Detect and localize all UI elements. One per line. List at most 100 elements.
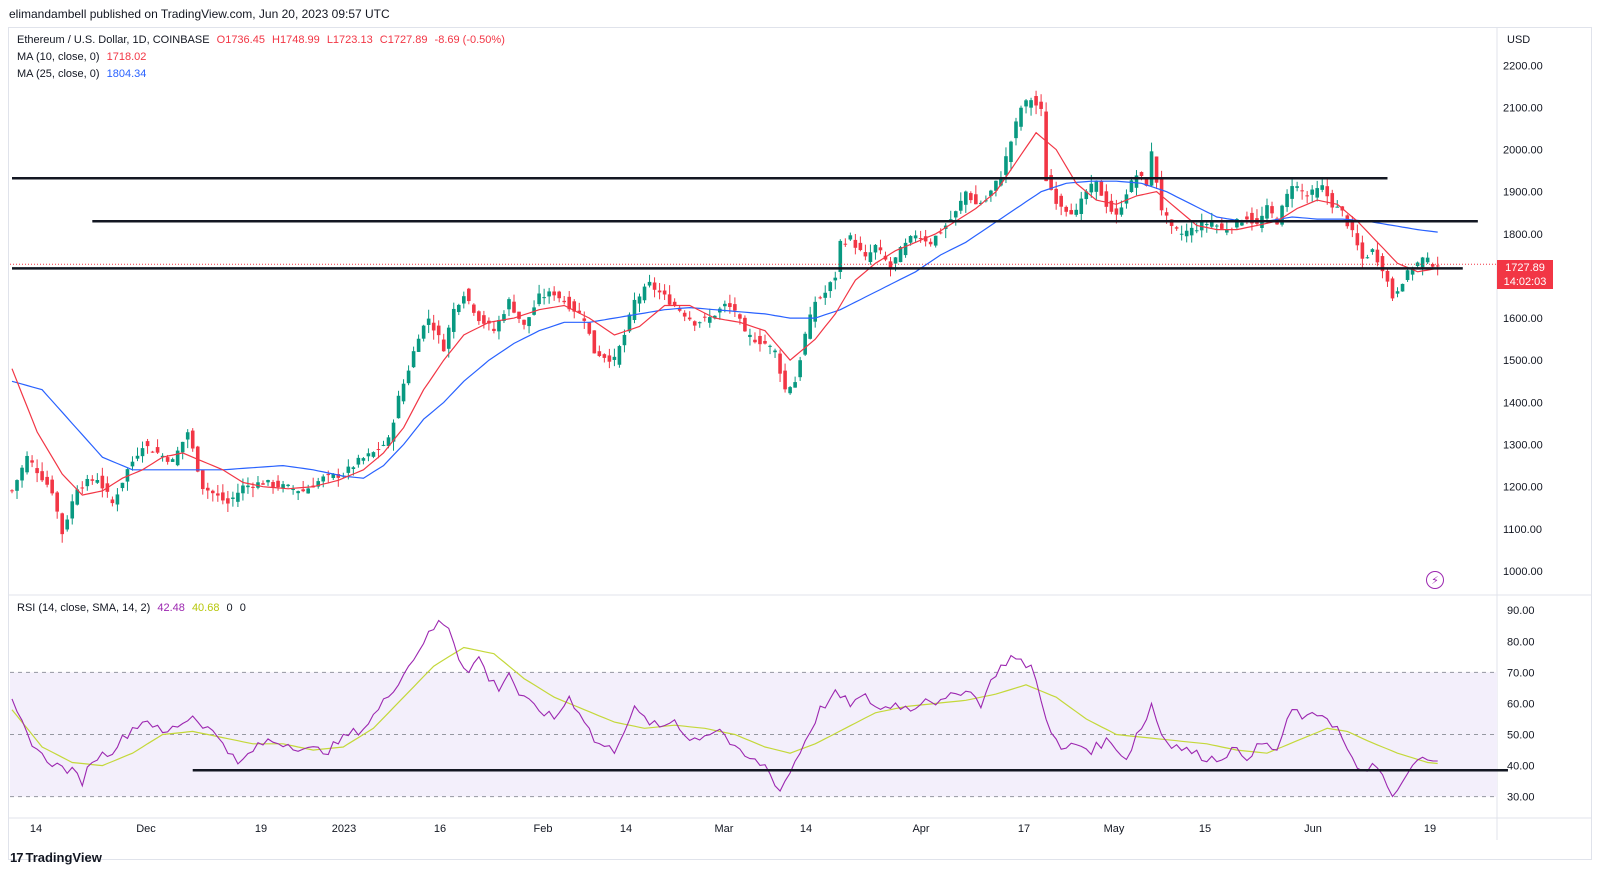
candle <box>130 456 135 471</box>
candle <box>391 419 396 451</box>
candle-body <box>863 252 868 257</box>
candle-body <box>216 493 220 496</box>
candle <box>321 474 326 488</box>
candle-body <box>436 325 441 336</box>
candle <box>1395 287 1400 298</box>
candle <box>512 294 516 314</box>
candle <box>572 299 577 319</box>
candle <box>1295 181 1299 192</box>
candle <box>913 230 918 243</box>
ma10-line <box>11 131 1438 496</box>
candle-body <box>306 488 310 494</box>
ma25-value: 1804.34 <box>106 68 147 80</box>
candle <box>637 293 642 313</box>
candle-body <box>1184 230 1189 237</box>
candle-body <box>938 232 943 234</box>
candle <box>1194 222 1199 234</box>
candle <box>436 320 441 344</box>
candle-body <box>386 437 391 446</box>
candle-body <box>85 478 90 487</box>
candle <box>873 244 878 260</box>
candle-body <box>1129 180 1134 193</box>
candle-body <box>758 335 762 345</box>
candle <box>10 489 14 494</box>
rsi-tick-label: 60.00 <box>1507 698 1535 710</box>
candle-body <box>1119 207 1124 215</box>
price-tick-label: 1900.00 <box>1503 187 1543 199</box>
candle <box>1320 176 1325 193</box>
candle-body <box>1079 198 1084 214</box>
candle-body <box>1410 269 1415 275</box>
candle <box>953 210 958 226</box>
candle-body <box>321 476 326 482</box>
candle-body <box>251 486 255 488</box>
candle <box>1285 189 1289 212</box>
candle-body <box>1039 101 1043 109</box>
candle-body <box>687 317 692 320</box>
candle-body <box>482 315 486 324</box>
candle <box>467 287 471 305</box>
price-tick-label: 1400.00 <box>1503 397 1543 409</box>
candle-body <box>723 303 727 307</box>
candle <box>150 450 155 453</box>
candle-body <box>1400 283 1405 292</box>
lightning-icon[interactable]: ⚡ <box>1426 571 1444 589</box>
candle-body <box>1240 222 1244 226</box>
candle-body <box>607 355 612 362</box>
candle <box>226 490 230 513</box>
candle-body <box>1290 186 1294 199</box>
candle-body <box>1335 206 1340 208</box>
candle-body <box>1285 193 1289 208</box>
candle <box>1099 179 1104 196</box>
candle <box>1129 176 1134 193</box>
candle-body <box>100 475 105 489</box>
candle-body <box>125 469 130 482</box>
candle <box>271 479 275 494</box>
candle-body <box>1034 96 1038 106</box>
candle <box>1174 225 1179 231</box>
candle-body <box>411 351 416 368</box>
candle <box>813 296 817 328</box>
candle <box>753 332 757 344</box>
candle <box>918 230 923 243</box>
candle-body <box>1305 195 1309 197</box>
candle <box>1119 200 1124 217</box>
candle <box>502 310 506 324</box>
candle-body <box>40 471 44 481</box>
candle <box>497 315 501 340</box>
candle-body <box>557 291 561 299</box>
candle-body <box>60 513 64 535</box>
candle <box>1230 227 1234 234</box>
candle <box>35 459 39 483</box>
time-tick-label: Feb <box>534 823 553 835</box>
candle <box>1204 220 1209 233</box>
candle-body <box>1089 183 1094 193</box>
candle <box>974 185 978 205</box>
time-tick-label: 14 <box>800 823 812 835</box>
candle <box>733 297 737 318</box>
candle <box>1280 204 1284 227</box>
candle <box>592 330 597 354</box>
candle <box>185 429 190 449</box>
candle-body <box>1164 212 1169 216</box>
candle-body <box>622 334 627 346</box>
candle-body <box>95 480 100 483</box>
candle-body <box>281 484 285 489</box>
candle-body <box>276 480 280 488</box>
candle <box>542 288 546 305</box>
ma10-legend: MA (10, close, 0) 1718.02 <box>17 51 146 63</box>
candle-body <box>1204 224 1209 226</box>
candle-body <box>1280 205 1284 225</box>
candle-body <box>612 356 617 360</box>
candle <box>557 290 561 303</box>
candle <box>25 451 29 475</box>
candle-body <box>602 354 607 358</box>
candle <box>1154 156 1159 190</box>
candle <box>1149 142 1154 188</box>
candle <box>838 239 843 279</box>
candle-body <box>517 311 521 319</box>
candle <box>1009 140 1013 171</box>
tradingview-logo-icon: 17 <box>10 850 24 865</box>
candle-body <box>75 489 80 505</box>
